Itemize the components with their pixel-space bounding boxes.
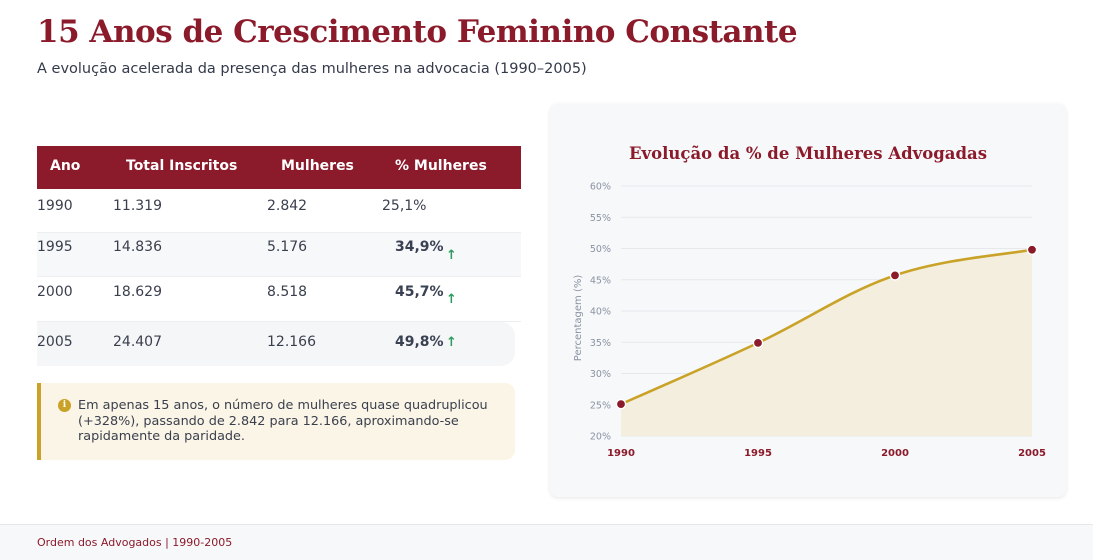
page-subtitle: A evolução acelerada da presença das mul…	[37, 61, 587, 77]
y-tick-label: 30%	[590, 369, 611, 380]
y-tick-label: 60%	[590, 182, 611, 193]
x-tick-label: 1990	[607, 448, 635, 459]
y-tick-label: 20%	[590, 432, 611, 443]
arrow-up-icon: ↑	[446, 292, 457, 307]
callout-text: Em apenas 15 anos, o número de mulheres …	[78, 398, 488, 444]
data-point	[752, 337, 764, 349]
data-point	[889, 270, 901, 281]
cell-ano: 2000	[37, 284, 73, 300]
line-chart: 20% 25% 30% 35% 40% 45% 50% 55% 60% Percentagem (…	[573, 182, 1046, 460]
chart-card: Evolução da % de Mulheres Advogadas 20% 2…	[550, 104, 1066, 497]
cell-pct: 49,8%	[395, 334, 444, 350]
insight-callout: i Em apenas 15 anos, o número de mulhere…	[37, 383, 515, 460]
footer-text: Ordem dos Advogados | 1990-2005	[37, 536, 233, 549]
cell-pct: 34,9%	[395, 239, 444, 255]
cell-ano: 1990	[37, 198, 73, 214]
cell-mulheres: 5.176	[267, 239, 308, 255]
y-tick-label: 35%	[590, 338, 611, 349]
table-row: 1995 14.836 5.176 34,9% ↑	[37, 233, 521, 277]
cell-total: 14.836	[113, 239, 162, 255]
y-tick-label: 25%	[590, 400, 611, 411]
table-row: 1990 11.319 2.842 25,1%	[37, 189, 521, 233]
cell-total: 18.629	[113, 284, 162, 300]
x-tick-label: 1995	[744, 448, 772, 459]
y-tick-label: 45%	[590, 275, 611, 286]
data-point	[615, 398, 627, 410]
area-fill	[621, 249, 1032, 436]
cell-mulheres: 2.842	[267, 198, 308, 214]
page-title: 15 Anos de Crescimento Feminino Constant…	[37, 14, 798, 50]
cell-pct: 45,7%	[395, 284, 444, 300]
x-tick-label: 2005	[1018, 448, 1046, 459]
footer: Ordem dos Advogados | 1990-2005	[0, 524, 1093, 560]
col-header-total: Total Inscritos	[126, 158, 238, 174]
table-row: 2005 24.407 12.166 49,8% ↑	[37, 322, 515, 366]
y-axis-label: Percentagem (%)	[573, 275, 584, 362]
cell-mulheres: 12.166	[267, 334, 316, 350]
table-row: 2000 18.629 8.518 45,7% ↑	[37, 277, 521, 322]
cell-mulheres: 8.518	[267, 284, 308, 300]
col-header-pct: % Mulheres	[395, 158, 487, 174]
cell-ano: 1995	[37, 239, 73, 255]
arrow-up-icon: ↑	[446, 335, 457, 350]
series-line	[620, 248, 1033, 406]
info-icon: i	[58, 399, 71, 412]
data-table: Ano Total Inscritos Mulheres % Mulheres …	[37, 146, 521, 366]
col-header-ano: Ano	[50, 158, 81, 174]
arrow-up-icon: ↑	[446, 248, 457, 263]
y-tick-label: 40%	[590, 307, 611, 318]
cell-ano: 2005	[37, 334, 73, 350]
table-header: Ano Total Inscritos Mulheres % Mulheres	[37, 146, 521, 189]
data-point	[1026, 244, 1038, 256]
chart-title: Evolução da % de Mulheres Advogadas	[628, 144, 988, 163]
cell-pct: 25,1%	[382, 198, 427, 214]
cell-total: 24.407	[113, 334, 162, 350]
x-tick-label: 2000	[881, 448, 909, 459]
col-header-mulheres: Mulheres	[281, 158, 354, 174]
y-tick-label: 55%	[590, 213, 611, 224]
y-tick-label: 50%	[590, 244, 611, 255]
cell-total: 11.319	[113, 198, 162, 214]
